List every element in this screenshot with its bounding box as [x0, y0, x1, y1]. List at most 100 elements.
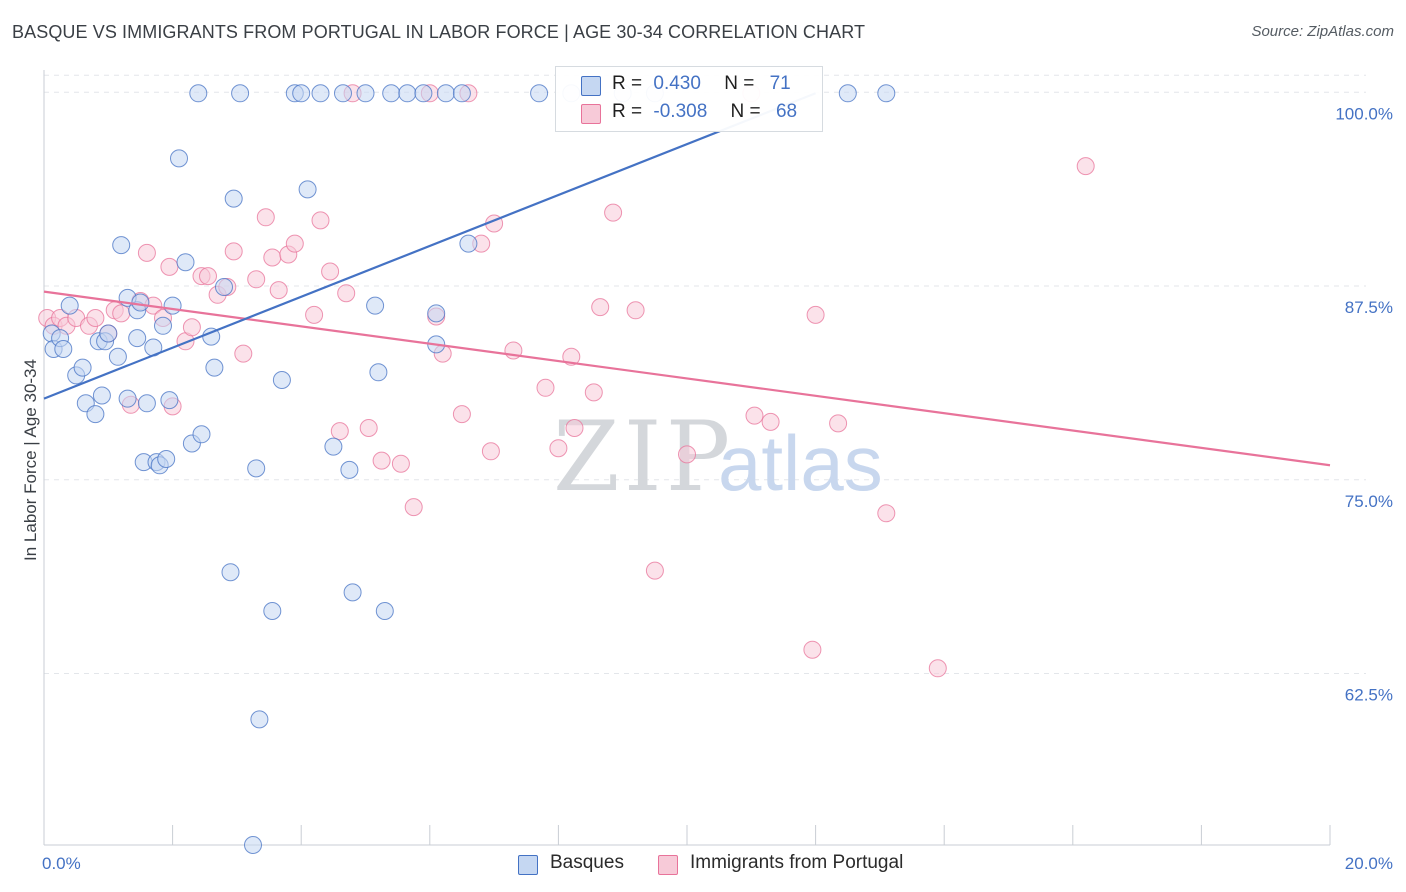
- legend-swatch-basques: [581, 76, 601, 96]
- x-tick-labels: 0.0% 20.0%: [42, 854, 1393, 873]
- basques-point-6: [73, 358, 92, 377]
- basques-point-26: [157, 450, 176, 468]
- portugal-point-24: [234, 344, 253, 363]
- portugal-point-47: [481, 442, 500, 461]
- basques-point-19: [131, 293, 150, 312]
- portugal-point-63: [803, 640, 822, 659]
- legend-n-value-basques: 71: [769, 73, 791, 94]
- legend-n-label: N =: [730, 101, 761, 122]
- basques-point-25: [154, 316, 172, 335]
- basques-point-57: [382, 84, 401, 103]
- basques-point-50: [334, 84, 352, 103]
- basques-point-28: [163, 296, 182, 315]
- basques-point-40: [244, 836, 262, 854]
- portugal-point-9: [112, 304, 131, 323]
- basques-point-21: [137, 394, 156, 413]
- basques-point-44: [272, 371, 291, 389]
- portugal-point-44: [452, 405, 471, 424]
- basques-point-54: [366, 296, 385, 315]
- y-tick-label-3: 100.0%: [1335, 104, 1393, 123]
- portugal-point-28: [269, 281, 288, 300]
- source-label: Source: ZipAtlas.com: [1251, 23, 1394, 40]
- basques-point-29: [170, 149, 188, 168]
- y-tick-label-0: 62.5%: [1345, 686, 1393, 705]
- basques-point-36: [215, 278, 233, 296]
- basques-point-12: [99, 324, 118, 343]
- basques-point-62: [436, 84, 455, 103]
- portugal-point-32: [311, 211, 330, 230]
- basques-point-17: [128, 329, 147, 348]
- basques-point-42: [250, 710, 269, 729]
- basques-point-51: [340, 460, 359, 479]
- trend-line-portugal: [43, 290, 1331, 467]
- portugal-point-6: [86, 309, 105, 327]
- basques-point-43: [263, 602, 282, 620]
- basques-point-8: [86, 405, 105, 424]
- portugal-point-27: [263, 248, 282, 267]
- x-tick-label-0: 0.0%: [42, 854, 81, 873]
- portugal-point-12: [137, 243, 156, 262]
- basques-point-65: [530, 84, 549, 103]
- portugal-point-15: [160, 257, 179, 276]
- gridlines: [44, 74, 1366, 674]
- legend-n-value-portugal: 68: [775, 101, 798, 122]
- basques-point-33: [192, 425, 211, 444]
- basques-point-3: [54, 340, 73, 358]
- trend-line-basques: [43, 92, 817, 400]
- legend-r-label: R =: [612, 101, 643, 122]
- series-legend: Basques Immigrants from Portugal: [0, 852, 1406, 878]
- portugal-point-25: [247, 270, 266, 289]
- portugal-point-20: [199, 267, 217, 286]
- basques-point-56: [375, 602, 394, 620]
- portugal-point-61: [745, 406, 764, 425]
- portugal-point-30: [285, 234, 304, 253]
- basques-point-47: [298, 180, 317, 199]
- basques-point-69: [838, 84, 857, 103]
- series-portugal-points: [38, 84, 1095, 678]
- portugal-point-23: [224, 242, 243, 261]
- portugal-point-54: [584, 383, 603, 402]
- basques-point-53: [356, 84, 375, 103]
- portugal-point-33: [321, 262, 340, 281]
- legend-swatch-portugal: [581, 104, 601, 124]
- basques-point-16: [118, 389, 137, 408]
- basques-point-27: [160, 391, 179, 410]
- portugal-point-51: [549, 439, 568, 458]
- portugal-point-35: [337, 284, 356, 303]
- portugal-point-55: [591, 298, 610, 317]
- portugal-point-18: [182, 318, 201, 337]
- y-tick-label-2: 87.5%: [1345, 298, 1393, 317]
- legend-r-value-basques: 0.430: [653, 73, 701, 94]
- portugal-point-39: [391, 454, 410, 473]
- portugal-point-53: [565, 419, 584, 437]
- portugal-point-52: [562, 347, 581, 366]
- legend-n-label: N =: [724, 73, 755, 94]
- basques-point-39: [231, 84, 250, 103]
- basques-point-41: [247, 459, 266, 478]
- series-swatch-basques: [518, 855, 538, 875]
- portugal-point-62: [761, 412, 780, 431]
- y-axis-label: In Labor Force | Age 30-34: [21, 359, 40, 561]
- basques-point-63: [452, 84, 471, 103]
- portugal-point-40: [404, 498, 423, 517]
- portugal-point-38: [372, 451, 391, 470]
- basques-point-32: [189, 84, 208, 103]
- legend-r-label: R =: [612, 73, 643, 94]
- basques-point-37: [221, 563, 240, 582]
- x-tick-label-1: 20.0%: [1345, 854, 1393, 873]
- basques-point-14: [112, 236, 131, 255]
- basques-point-4: [60, 296, 79, 315]
- basques-point-64: [459, 234, 478, 253]
- basques-point-59: [414, 84, 433, 103]
- basques-point-58: [398, 84, 417, 103]
- basques-point-10: [92, 386, 111, 405]
- portugal-point-37: [359, 419, 378, 437]
- portugal-point-56: [604, 203, 623, 222]
- portugal-point-31: [305, 305, 324, 324]
- portugal-point-50: [536, 378, 555, 397]
- basques-point-48: [311, 84, 330, 103]
- watermark-zip: ZIP: [553, 401, 734, 513]
- portugal-point-67: [928, 659, 947, 678]
- portugal-point-65: [829, 414, 848, 433]
- portugal-point-26: [256, 208, 275, 227]
